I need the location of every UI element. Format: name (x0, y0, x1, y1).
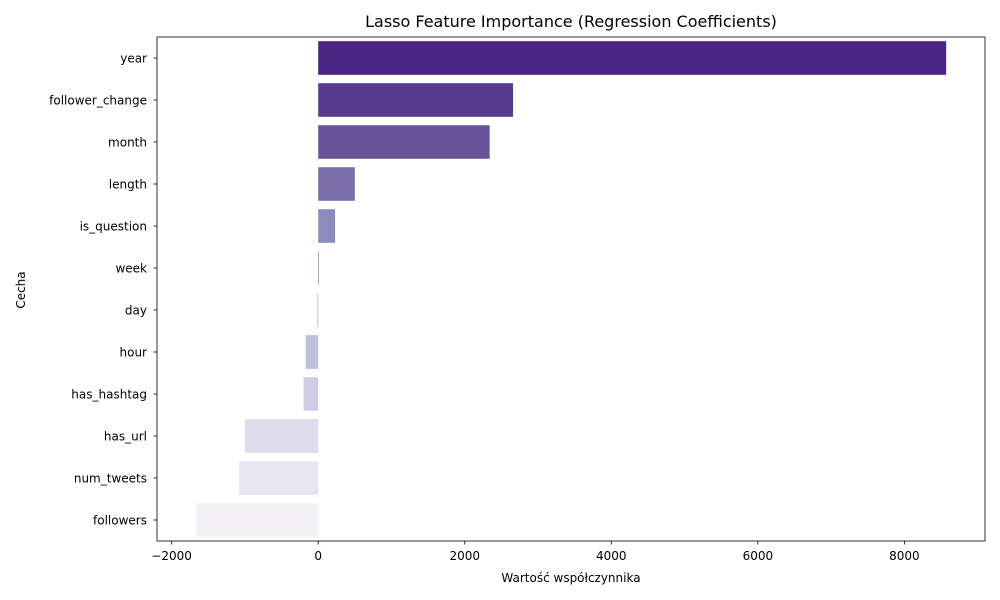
y-tick-label: has_url (104, 430, 147, 444)
x-tick-label: 4000 (596, 549, 627, 563)
bar-num-tweets (239, 461, 319, 495)
y-tick-label: follower_change (49, 94, 147, 108)
bars-group (196, 41, 947, 537)
y-tick-label: has_hashtag (71, 388, 147, 402)
y-tick-label: day (125, 304, 147, 318)
x-tick-label: 8000 (889, 549, 920, 563)
bar-month (318, 125, 490, 159)
y-tick-label: hour (120, 346, 148, 360)
bar-follower-change (318, 83, 514, 117)
x-tick-label: 2000 (449, 549, 480, 563)
x-ticks-group: −2000 0 2000 4000 6000 8000 (151, 541, 920, 563)
bar-day (317, 293, 319, 327)
bar-followers (196, 503, 319, 537)
bar-year (318, 41, 947, 75)
y-tick-label: followers (93, 514, 147, 528)
plot-frame (156, 36, 986, 542)
bar-week (318, 251, 320, 285)
chart-title: Lasso Feature Importance (Regression Coe… (365, 12, 777, 31)
bar-is-question (318, 209, 336, 243)
x-tick-label: 6000 (743, 549, 774, 563)
y-tick-label: is_question (80, 220, 147, 234)
y-axis-title: Cecha (14, 271, 28, 308)
x-tick-label: −2000 (151, 549, 192, 563)
bar-has-hashtag (303, 377, 319, 411)
y-tick-label: length (109, 178, 147, 192)
x-axis-title: Wartość współczynnika (501, 571, 640, 585)
bar-length (318, 167, 355, 201)
y-tick-label: num_tweets (74, 472, 147, 486)
bar-hour (305, 335, 319, 369)
x-tick-label: 0 (314, 549, 322, 563)
y-tick-label: week (115, 262, 147, 276)
y-tick-label: month (108, 136, 147, 150)
y-tick-label: year (120, 52, 147, 66)
bar-has-url (244, 419, 319, 453)
